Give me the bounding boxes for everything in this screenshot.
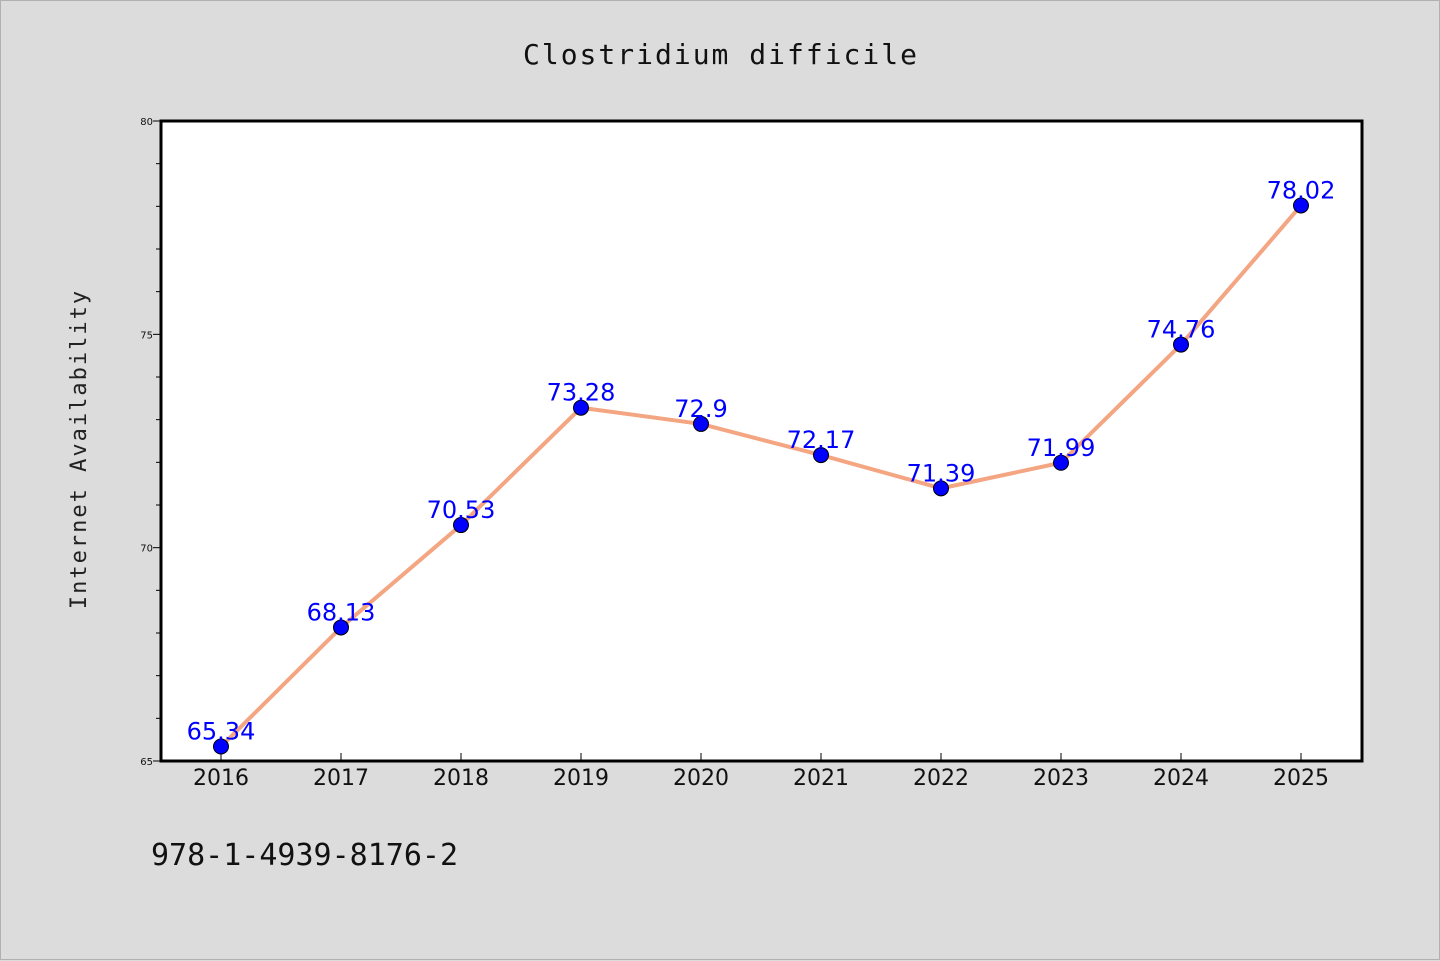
x-tick-label: 2022 bbox=[913, 766, 969, 791]
data-point bbox=[1293, 197, 1309, 214]
x-tick-label: 2024 bbox=[1153, 766, 1209, 791]
y-axis-label: Internet Availability bbox=[67, 289, 92, 609]
x-tick-label: 2023 bbox=[1033, 766, 1089, 791]
data-label: 72.9 bbox=[674, 395, 727, 423]
y-tick-label: 65 bbox=[140, 757, 153, 768]
x-tick-label: 2017 bbox=[313, 766, 369, 791]
x-tick-label: 2021 bbox=[793, 766, 849, 791]
data-label: 74.76 bbox=[1147, 316, 1216, 344]
series-polyline bbox=[219, 204, 1303, 748]
data-point bbox=[813, 447, 829, 464]
y-tick-label: 70 bbox=[140, 544, 153, 555]
data-point bbox=[1053, 454, 1069, 471]
x-tick-label: 2016 bbox=[193, 766, 249, 791]
data-point bbox=[1173, 336, 1189, 353]
data-point bbox=[933, 480, 949, 497]
data-label: 73.28 bbox=[547, 379, 616, 407]
data-point bbox=[333, 619, 349, 636]
data-point bbox=[453, 517, 469, 534]
data-label: 70.53 bbox=[427, 496, 496, 524]
x-axis-ticks: 2016 2017 2018 2019 2020 2021 2022 2023 2024 2025 bbox=[193, 753, 1329, 791]
y-axis-ticks: 65 70 75 80 bbox=[140, 117, 161, 768]
data-point bbox=[573, 399, 589, 416]
x-tick-label: 2018 bbox=[433, 766, 489, 791]
data-label: 72.17 bbox=[787, 426, 856, 454]
data-label: 65.34 bbox=[187, 717, 256, 745]
data-label: 78.02 bbox=[1267, 176, 1336, 204]
data-point bbox=[693, 415, 709, 432]
data-labels: 65.34 68.13 70.53 73.28 72.9 72.17 71.39 71.99 7… bbox=[187, 176, 1336, 745]
data-label: 71.39 bbox=[907, 459, 976, 487]
data-point bbox=[213, 738, 229, 755]
chart-title: Clostridium difficile bbox=[523, 38, 919, 71]
x-tick-label: 2020 bbox=[673, 766, 729, 791]
footnote-isbn: 978-1-4939-8176-2 bbox=[151, 838, 458, 873]
data-label: 68.13 bbox=[307, 598, 376, 626]
x-tick-label: 2019 bbox=[553, 766, 609, 791]
y-tick-label: 80 bbox=[140, 117, 153, 128]
data-label: 71.99 bbox=[1027, 434, 1096, 462]
series-line bbox=[219, 204, 1303, 748]
x-tick-label: 2025 bbox=[1273, 766, 1329, 791]
series-markers bbox=[213, 197, 1309, 755]
y-tick-label: 75 bbox=[140, 330, 153, 341]
